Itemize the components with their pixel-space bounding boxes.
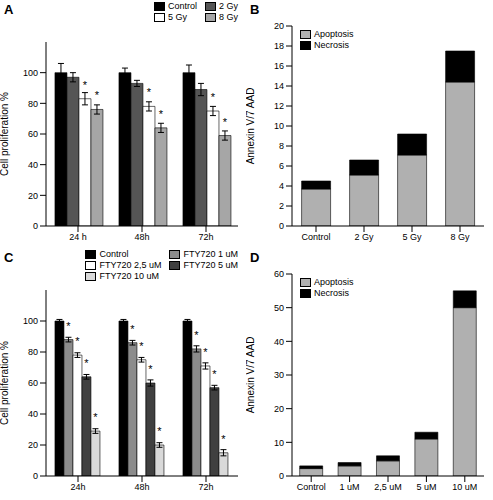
svg-text:*: * [130, 323, 135, 335]
svg-text:*: * [95, 89, 100, 101]
svg-text:Annexin V/7 AAD: Annexin V/7 AAD [246, 88, 256, 165]
svg-text:100: 100 [23, 68, 38, 78]
svg-text:16: 16 [274, 61, 284, 71]
svg-text:8 Gy: 8 Gy [450, 232, 470, 242]
svg-text:*: * [83, 79, 88, 91]
svg-text:24h: 24h [70, 482, 85, 492]
svg-text:10 uM: 10 uM [452, 482, 477, 492]
svg-text:*: * [203, 346, 208, 358]
svg-text:60: 60 [28, 378, 38, 388]
html-text:FTY720 5 uM: FTY720 5 uM [183, 260, 238, 270]
html-text:2 Gy: 2 Gy [219, 1, 238, 11]
svg-text:14: 14 [274, 81, 284, 91]
svg-text:*: * [223, 116, 228, 128]
svg-text:Annexin V/7 AAD: Annexin V/7 AAD [246, 337, 256, 414]
svg-text:5 uM: 5 uM [416, 482, 436, 492]
svg-text:20: 20 [28, 440, 38, 450]
svg-text:4: 4 [279, 181, 284, 191]
html-text:Apoptosis: Apoptosis [314, 29, 354, 39]
svg-text:0: 0 [279, 221, 284, 231]
svg-text:*: * [147, 86, 152, 98]
svg-text:*: * [93, 411, 98, 423]
svg-text:48h: 48h [134, 232, 149, 242]
svg-text:0: 0 [279, 471, 284, 481]
svg-text:0: 0 [33, 471, 38, 481]
html-text:FTY720 1 uM: FTY720 1 uM [183, 249, 238, 259]
svg-text:48h: 48h [134, 482, 149, 492]
html-text:Necrosis: Necrosis [314, 40, 349, 50]
svg-text:72h: 72h [198, 232, 213, 242]
svg-text:18: 18 [274, 41, 284, 51]
html-text:FTY720 10 uM: FTY720 10 uM [99, 271, 159, 281]
svg-text:5 Gy: 5 Gy [402, 232, 422, 242]
svg-text:40: 40 [28, 409, 38, 419]
svg-text:Control: Control [301, 232, 330, 242]
svg-text:80: 80 [28, 99, 38, 109]
html-text:Necrosis: Necrosis [314, 288, 349, 298]
svg-text:0: 0 [33, 221, 38, 231]
svg-text:Cell proliferation %: Cell proliferation % [8, 92, 10, 176]
svg-text:*: * [75, 335, 80, 347]
svg-text:8: 8 [279, 141, 284, 151]
svg-text:80: 80 [28, 347, 38, 357]
svg-text:*: * [194, 329, 199, 341]
svg-text:2 Gy: 2 Gy [354, 232, 374, 242]
svg-text:72h: 72h [198, 482, 213, 492]
svg-text:2,5 uM: 2,5 uM [374, 482, 402, 492]
svg-text:60: 60 [28, 129, 38, 139]
svg-text:6: 6 [279, 161, 284, 171]
svg-text:*: * [157, 425, 162, 437]
svg-text:Control: Control [297, 482, 326, 492]
svg-text:*: * [221, 433, 226, 445]
html-text:B: B [250, 2, 260, 17]
html-text:C: C [4, 250, 14, 265]
html-text:FTY720 2,5 uM: FTY720 2,5 uM [99, 260, 162, 270]
svg-text:*: * [84, 357, 89, 369]
svg-text:*: * [66, 320, 71, 332]
svg-text:1 uM: 1 uM [340, 482, 360, 492]
html-text:A: A [4, 2, 14, 17]
svg-text:100: 100 [23, 316, 38, 326]
svg-text:20: 20 [274, 21, 284, 31]
svg-text:*: * [212, 368, 217, 380]
html-text:5 Gy: 5 Gy [168, 12, 187, 22]
svg-text:20: 20 [28, 191, 38, 201]
html-text:D: D [250, 250, 260, 265]
svg-text:10: 10 [274, 121, 284, 131]
svg-text:*: * [148, 363, 153, 375]
svg-text:Cell proliferation %: Cell proliferation % [8, 341, 10, 425]
svg-text:12: 12 [274, 101, 284, 111]
svg-text:*: * [139, 340, 144, 352]
svg-text:*: * [211, 91, 216, 103]
svg-text:50: 50 [274, 303, 284, 313]
svg-text:60: 60 [274, 269, 284, 279]
svg-text:20: 20 [274, 404, 284, 414]
svg-text:10: 10 [274, 438, 284, 448]
svg-text:40: 40 [28, 160, 38, 170]
html-text:Control: Control [168, 1, 197, 11]
svg-text:30: 30 [274, 370, 284, 380]
svg-text:24 h: 24 h [69, 232, 87, 242]
html-text:8 Gy: 8 Gy [219, 12, 238, 22]
html-text:Apoptosis: Apoptosis [314, 277, 354, 287]
svg-text:40: 40 [274, 337, 284, 347]
svg-text:*: * [159, 108, 164, 120]
svg-text:2: 2 [279, 201, 284, 211]
html-text:Control: Control [99, 249, 129, 259]
